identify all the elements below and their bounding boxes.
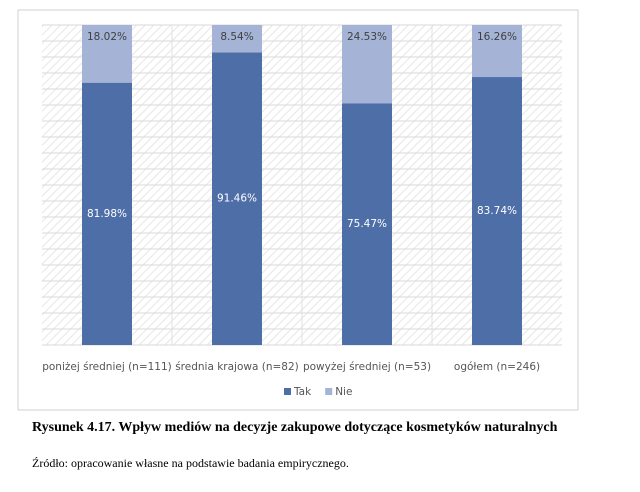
- x-tick-label: ogółem (n=246): [454, 361, 540, 373]
- value-label: 91.46%: [217, 193, 257, 205]
- bar-segment: [342, 25, 392, 104]
- chart: 81.98% 18.02% poniżej średniej (n=111) 91.4…: [17, 9, 579, 411]
- legend-swatch: [325, 388, 333, 395]
- legend-swatch: [284, 388, 291, 395]
- bar-segment: [82, 82, 132, 345]
- value-label: 81.98%: [87, 208, 127, 220]
- value-label: 75.47%: [347, 218, 387, 230]
- value-label: 18.02%: [87, 31, 127, 43]
- legend-label: Nie: [335, 386, 352, 398]
- bar-segment: [82, 25, 132, 83]
- bar-segment: [472, 77, 522, 346]
- x-tick-label: średnia krajowa (n=82): [175, 361, 299, 373]
- caption-title: Rysunek 4.17. Wpływ mediów na decyzje za…: [32, 420, 558, 435]
- caption-source: Źródło: opracowanie własne na podstawie …: [32, 456, 349, 470]
- value-label: 8.54%: [220, 31, 253, 43]
- bar-segment: [472, 25, 522, 78]
- value-label: 83.74%: [477, 205, 517, 217]
- value-label: 16.26%: [477, 31, 517, 43]
- value-label: 24.53%: [347, 31, 387, 43]
- bar-segment: [212, 25, 262, 53]
- x-tick-label: poniżej średniej (n=111): [42, 361, 172, 373]
- x-tick-label: powyżej średniej (n=53): [303, 361, 431, 373]
- bar-segment: [342, 103, 392, 345]
- legend-label: Tak: [293, 386, 312, 398]
- bar-segment: [212, 52, 262, 345]
